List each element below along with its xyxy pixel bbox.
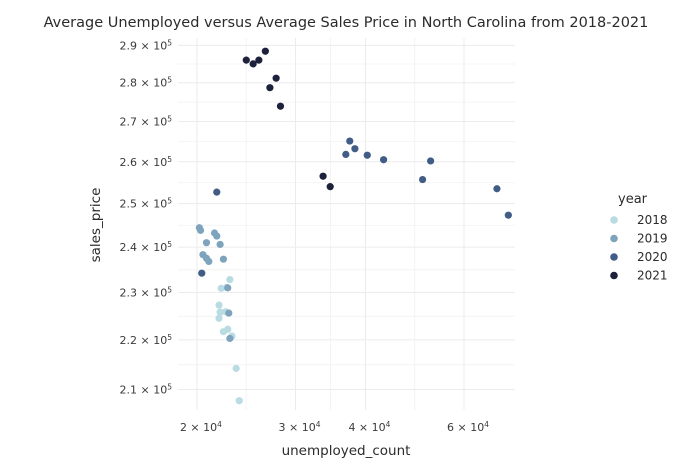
- point-2021: [249, 60, 257, 68]
- x-tick-label: 2 × 104: [180, 420, 222, 434]
- point-2020: [198, 269, 206, 277]
- point-2018: [216, 308, 224, 316]
- point-2019: [226, 334, 234, 343]
- point-2020: [493, 185, 501, 193]
- point-2020: [342, 150, 350, 159]
- point-2020: [427, 157, 435, 165]
- point-2018: [232, 364, 240, 372]
- legend-label-2020: 2020: [637, 250, 668, 264]
- point-2019: [196, 226, 205, 234]
- point-2018: [215, 301, 223, 309]
- gridlines: [178, 38, 515, 410]
- point-2018: [217, 284, 225, 292]
- point-2018: [219, 328, 228, 336]
- series-2021: [242, 47, 334, 191]
- legend-label-2018: 2018: [637, 213, 668, 227]
- series-2019: [195, 224, 234, 343]
- x-tick-label: 4 × 104: [348, 420, 390, 434]
- y-tick-label: 2.2 × 105: [120, 333, 173, 347]
- point-2020: [213, 188, 221, 196]
- point-2021: [276, 102, 285, 110]
- point-2018: [235, 397, 243, 405]
- point-2019: [225, 309, 233, 317]
- point-2020: [346, 137, 354, 145]
- legend-title: year: [618, 192, 648, 207]
- y-axis-label: sales_price: [88, 188, 104, 263]
- legend-key-2020: [610, 253, 618, 261]
- data-points: [195, 47, 512, 405]
- point-2019: [219, 255, 228, 263]
- point-2021: [326, 183, 334, 191]
- legend: year 2018 2019 2020 2021: [610, 192, 668, 283]
- point-2020: [504, 211, 512, 219]
- point-2019: [216, 240, 224, 249]
- y-tick-label: 2.4 × 105: [120, 240, 173, 254]
- point-2018: [215, 314, 223, 322]
- legend-items: 2018 2019 2020 2021: [610, 213, 668, 283]
- y-tick-label: 2.3 × 105: [120, 285, 173, 299]
- legend-key-2018: [610, 216, 618, 224]
- point-2020: [363, 151, 371, 159]
- y-tick-label: 2.6 × 105: [120, 155, 173, 169]
- point-2021: [272, 74, 280, 82]
- x-tick-label: 6 × 104: [447, 420, 489, 434]
- point-2021: [255, 56, 263, 64]
- point-2019: [224, 284, 232, 292]
- point-2020: [351, 145, 359, 153]
- point-2021: [261, 47, 269, 55]
- x-axis-label: unemployed_count: [282, 443, 411, 459]
- legend-label-2019: 2019: [637, 232, 668, 246]
- y-tick-labels: 2.1 × 105 2.2 × 105 2.3 × 105 2.4 × 105 2.5 …: [120, 38, 173, 396]
- y-tick-label: 2.9 × 105: [120, 38, 173, 52]
- point-2019: [205, 257, 213, 266]
- point-2018: [226, 275, 234, 284]
- point-2020: [379, 156, 388, 164]
- legend-label-2021: 2021: [637, 269, 668, 283]
- x-tick-label: 3 × 104: [279, 420, 321, 434]
- x-tick-labels: 2 × 104 3 × 104 4 × 104 6 × 104: [180, 420, 489, 434]
- chart-title: Average Unemployed versus Average Sales …: [44, 15, 649, 31]
- point-2019: [213, 232, 221, 240]
- point-2021: [242, 56, 250, 64]
- point-2019: [202, 239, 211, 247]
- legend-key-2019: [610, 234, 618, 243]
- y-tick-label: 2.8 × 105: [120, 76, 173, 90]
- point-2020: [418, 175, 427, 184]
- point-2021: [319, 172, 327, 180]
- legend-key-2021: [610, 271, 618, 280]
- series-2020: [198, 137, 512, 277]
- y-tick-label: 2.7 × 105: [120, 115, 173, 129]
- point-2021: [266, 84, 274, 92]
- y-tick-label: 2.1 × 105: [120, 382, 173, 396]
- series-2018: [215, 275, 243, 405]
- y-tick-label: 2.5 × 105: [120, 197, 173, 211]
